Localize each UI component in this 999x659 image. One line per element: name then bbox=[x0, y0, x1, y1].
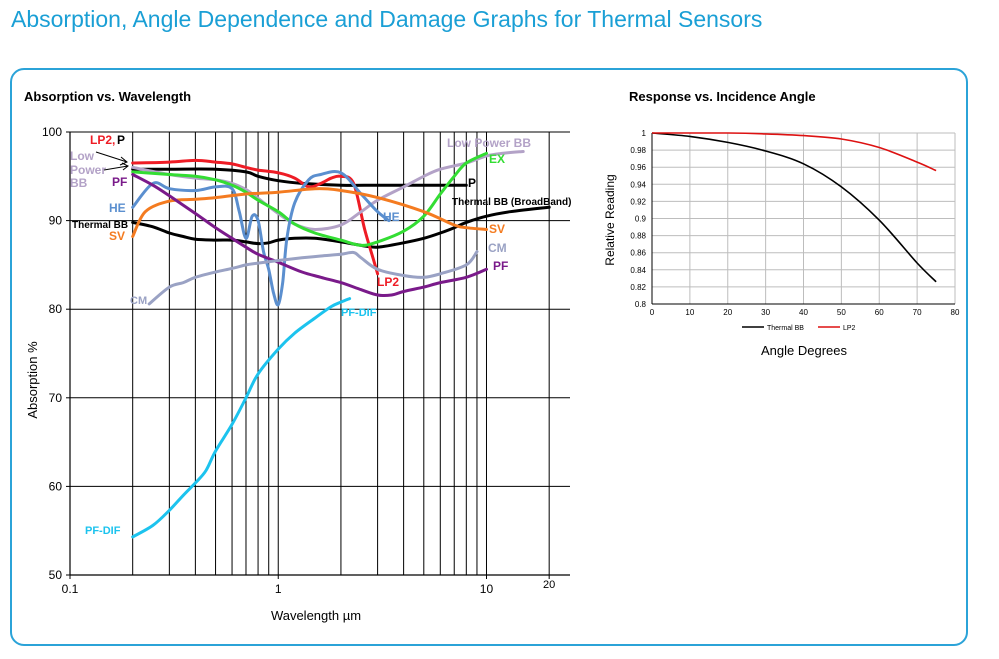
chart2-x-tick-label: 30 bbox=[761, 308, 770, 317]
label-thermal-bb-left: Thermal BB bbox=[72, 220, 128, 231]
label-pf-dif-right: PF-DIF bbox=[341, 307, 377, 319]
chart2-x-tick-label: 10 bbox=[685, 308, 694, 317]
chart2-y-tick-label: 0.82 bbox=[630, 283, 646, 292]
chart1-x-axis-label: Wavelength µm bbox=[271, 608, 361, 623]
label-cm-right: CM bbox=[488, 241, 507, 255]
chart1-y-tick-label: 50 bbox=[49, 568, 63, 582]
chart2-y-tick-label: 0.98 bbox=[630, 146, 646, 155]
page-title: Absorption, Angle Dependence and Damage … bbox=[11, 6, 763, 32]
label-thermal-bb-broadband: Thermal BB (BroadBand) bbox=[452, 197, 571, 208]
chart1-title: Absorption vs. Wavelength bbox=[24, 89, 191, 104]
chart2-x-axis-label: Angle Degrees bbox=[761, 343, 847, 358]
chart-panel bbox=[10, 68, 968, 646]
label-sv-right: SV bbox=[489, 222, 505, 236]
label-cm-left: CM bbox=[130, 295, 147, 307]
label-he-left: HE bbox=[109, 201, 126, 215]
chart2-title: Response vs. Incidence Angle bbox=[629, 89, 816, 104]
legend-label-thermal-bb: Thermal BB bbox=[767, 325, 804, 332]
label-pf-right: PF bbox=[493, 259, 508, 273]
series-line-cm bbox=[147, 250, 479, 306]
chart2-x-tick-label: 80 bbox=[951, 308, 960, 317]
chart2-x-tick-label: 20 bbox=[723, 308, 732, 317]
chart2-x-tick-label: 40 bbox=[799, 308, 808, 317]
chart2-y-tick-label: 0.86 bbox=[630, 249, 646, 258]
series-line-p bbox=[131, 167, 468, 187]
label-p-left: P bbox=[117, 133, 125, 147]
series-line-thermal-bb bbox=[131, 205, 551, 249]
chart1-y-tick-label: 70 bbox=[49, 391, 63, 405]
chart2-x-tick-label: 0 bbox=[650, 308, 655, 317]
series-line-sv bbox=[131, 187, 488, 238]
label-p-right: P bbox=[468, 176, 476, 190]
chart2-y-tick-label: 0.9 bbox=[635, 215, 647, 224]
label-pf-dif-left: PF-DIF bbox=[85, 525, 121, 537]
series2-line-thermal-bb bbox=[651, 132, 937, 283]
chart2-y-tick-label: 0.96 bbox=[630, 163, 646, 172]
chart2-x-tick-label: 70 bbox=[913, 308, 922, 317]
label-low-left: Low bbox=[70, 149, 95, 163]
chart1-y-axis-label: Absorption % bbox=[25, 341, 40, 419]
label-low-power-bb-right: Low Power BB bbox=[447, 136, 531, 150]
chart2-x-tick-label: 50 bbox=[837, 308, 846, 317]
chart2-y-tick-label: 0.8 bbox=[635, 300, 647, 309]
chart1-y-tick-label: 100 bbox=[42, 125, 62, 139]
series-line-pf bbox=[131, 173, 488, 298]
series2-line-lp2 bbox=[652, 132, 937, 172]
label-ex-right: EX bbox=[489, 152, 505, 166]
chart2-y-tick-label: 0.84 bbox=[630, 266, 646, 275]
chart1-y-tick-label: 80 bbox=[49, 302, 63, 316]
chart2-y-tick-label: 1 bbox=[642, 129, 647, 138]
series-line-he bbox=[131, 170, 391, 307]
label-he-right: HE bbox=[383, 210, 400, 224]
chart1-x-tick-label: 10 bbox=[480, 582, 494, 596]
label-pf-left: PF bbox=[112, 175, 127, 189]
chart2-y-tick-label: 0.88 bbox=[630, 232, 646, 241]
series-line-ex bbox=[131, 151, 488, 247]
label-power-left: Power bbox=[70, 163, 106, 177]
series-line-pf-dif bbox=[131, 297, 352, 539]
chart1-x-tick-label: 20 bbox=[543, 579, 555, 591]
chart1-y-tick-label: 60 bbox=[49, 479, 63, 493]
chart1-x-tick-label: 1 bbox=[275, 582, 282, 596]
chart2-y-axis-label: Relative Reading bbox=[603, 174, 617, 265]
chart1-x-tick-label: 0.1 bbox=[62, 582, 79, 596]
chart2-x-tick-label: 60 bbox=[875, 308, 884, 317]
label-lp2-left: LP2, bbox=[90, 133, 115, 147]
label-lp2-right: LP2 bbox=[377, 275, 399, 289]
chart2-y-tick-label: 0.94 bbox=[630, 180, 646, 189]
lp2-p-pointer-arrow bbox=[95, 151, 128, 166]
low-power-bb-pointer-arrow bbox=[103, 162, 129, 171]
chart1-y-tick-label: 90 bbox=[49, 214, 63, 228]
legend-label-lp2: LP2 bbox=[843, 325, 856, 332]
label-sv-left: SV bbox=[109, 229, 125, 243]
chart2-y-tick-label: 0.92 bbox=[630, 197, 646, 206]
label-bb-left: BB bbox=[70, 176, 88, 190]
